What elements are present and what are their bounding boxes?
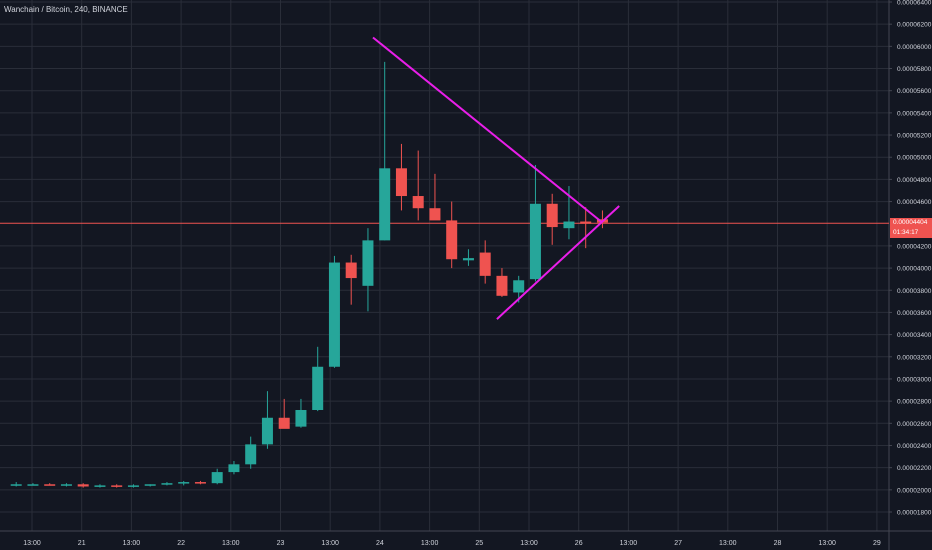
price-tick-label: 0.00002800 xyxy=(897,399,932,406)
candle-body-up xyxy=(295,410,307,427)
candle-body-up xyxy=(228,464,240,473)
candle-body-down xyxy=(546,203,558,228)
price-tick-label: 0.00002000 xyxy=(897,487,932,494)
candle-body-down xyxy=(580,221,592,224)
price-tick-label: 0.00003600 xyxy=(897,310,932,317)
price-tick-label: 0.00004800 xyxy=(897,177,932,184)
price-tick-label: 0.00003200 xyxy=(897,354,932,361)
price-tick-label: 0.00006400 xyxy=(897,0,932,7)
candle-body-up xyxy=(261,417,273,445)
price-tick-label: 0.00005400 xyxy=(897,110,932,117)
time-tick-label: 13:00 xyxy=(520,540,538,547)
time-tick-label: 13:00 xyxy=(123,540,141,547)
time-tick-label: 13:00 xyxy=(321,540,339,547)
candle-body-down xyxy=(479,252,491,276)
current-price-tag: 0.00004404 xyxy=(890,218,932,229)
price-tick-label: 0.00004200 xyxy=(897,243,932,250)
time-tick-label: 13:00 xyxy=(719,540,737,547)
time-tick-label: 24 xyxy=(376,540,384,547)
candle-body-up xyxy=(27,484,39,486)
trendline-upper xyxy=(372,36,604,224)
time-tick-label: 23 xyxy=(277,540,285,547)
candle-body-up xyxy=(211,472,223,484)
time-tick-label: 13:00 xyxy=(620,540,638,547)
price-tick-label: 0.00005600 xyxy=(897,88,932,95)
price-tick-label: 0.00003000 xyxy=(897,376,932,383)
candle-body-up xyxy=(312,366,324,410)
candle-body-up xyxy=(513,280,525,293)
trendline-lower xyxy=(496,205,620,320)
price-tick-label: 0.00002600 xyxy=(897,421,932,428)
price-tick-label: 0.00002400 xyxy=(897,443,932,450)
time-tick-label: 13:00 xyxy=(818,540,836,547)
price-tick-label: 0.00004600 xyxy=(897,199,932,206)
candle-body-up xyxy=(94,485,106,487)
candle-body-up xyxy=(144,484,156,486)
candle-body-up xyxy=(362,240,374,286)
candle-body-up xyxy=(529,203,541,280)
countdown-tag: 01:34:17 xyxy=(890,228,932,239)
price-tick-label: 0.00003800 xyxy=(897,288,932,295)
price-tick-label: 0.00002200 xyxy=(897,465,932,472)
price-tick-label: 0.00006000 xyxy=(897,44,932,51)
price-tick-label: 0.00006200 xyxy=(897,22,932,29)
current-price-label: 0.00004404 xyxy=(893,219,928,227)
candle-body-down xyxy=(496,275,508,296)
candle-body-down xyxy=(278,417,290,429)
time-tick-label: 26 xyxy=(575,540,583,547)
price-tick-label: 0.00005800 xyxy=(897,66,932,73)
price-tick-label: 0.00001800 xyxy=(897,510,932,517)
candle-body-up xyxy=(245,444,257,465)
candle-body-up xyxy=(60,484,72,486)
candle-body-down xyxy=(446,220,458,260)
candle-body-down xyxy=(194,482,206,484)
time-tick-label: 29 xyxy=(873,540,881,547)
price-tick-label: 0.00004000 xyxy=(897,266,932,273)
candle-body-up xyxy=(379,168,391,241)
candle-body-down xyxy=(429,208,441,221)
candle-body-up xyxy=(563,221,575,229)
price-tick-label: 0.00003400 xyxy=(897,332,932,339)
price-tick-label: 0.00005200 xyxy=(897,133,932,140)
candle-body-down xyxy=(44,484,56,486)
time-tick-label: 25 xyxy=(475,540,483,547)
candle-body-up xyxy=(178,482,190,484)
candle-body-up xyxy=(161,483,173,485)
candle-body-down xyxy=(412,196,424,209)
candle-body-down xyxy=(395,168,407,197)
time-tick-label: 13:00 xyxy=(23,540,41,547)
time-tick-label: 13:00 xyxy=(222,540,240,547)
time-tick-label: 22 xyxy=(177,540,185,547)
candle-body-up xyxy=(462,258,474,261)
time-tick-label: 21 xyxy=(78,540,86,547)
candle-body-down xyxy=(111,485,123,487)
time-tick-label: 28 xyxy=(774,540,782,547)
time-tick-label: 27 xyxy=(674,540,682,547)
time-tick-label: 13:00 xyxy=(421,540,439,547)
countdown-label: 01:34:17 xyxy=(893,229,919,237)
candle-body-up xyxy=(10,484,22,486)
candle-body-down xyxy=(77,484,89,487)
chart-title: Wanchain / Bitcoin, 240, BINANCE xyxy=(4,5,128,14)
candle-body-down xyxy=(345,262,357,279)
candle-body-up xyxy=(328,262,340,367)
candle-body-up xyxy=(127,485,139,487)
price-tick-label: 0.00005000 xyxy=(897,155,932,162)
